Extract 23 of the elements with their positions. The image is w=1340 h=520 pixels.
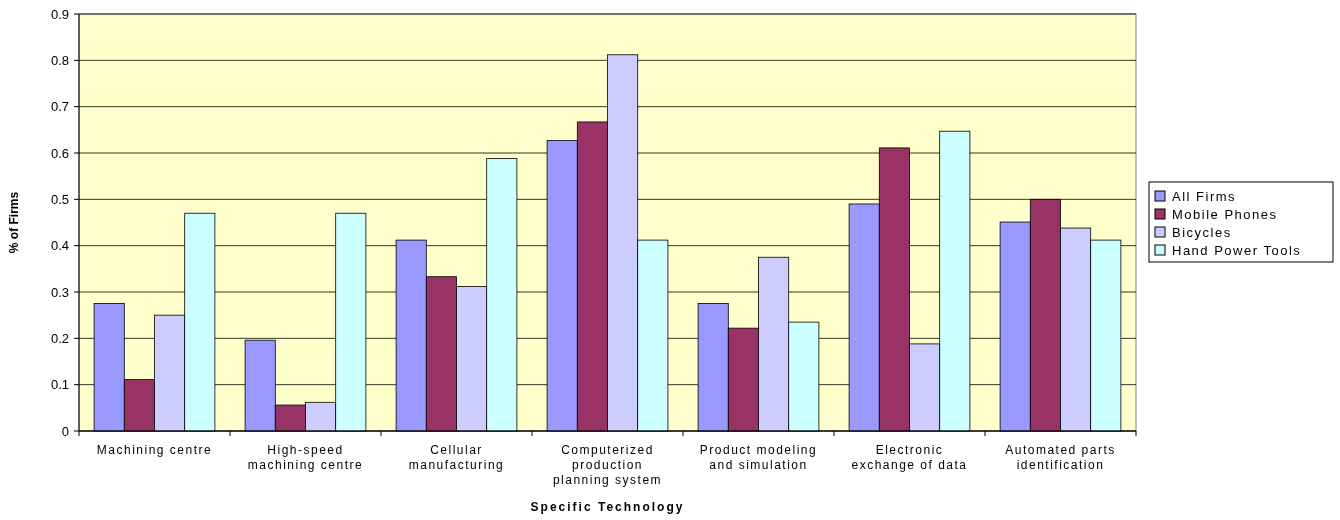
x-tick-label: Computerized production planning system — [552, 443, 663, 487]
y-tick-label: 0.6 — [50, 145, 69, 161]
y-tick-label: 0.9 — [50, 6, 69, 22]
y-tick-label: 0.8 — [50, 52, 69, 68]
y-tick-label: 0.1 — [50, 377, 69, 393]
legend-label: Mobile Phones — [1172, 206, 1278, 222]
legend-label: Hand Power Tools — [1172, 242, 1302, 258]
y-tick-label: 0.7 — [50, 99, 69, 115]
y-tick-label: 0 — [61, 423, 69, 439]
x-axis-title: Specific Technology — [530, 500, 685, 514]
y-tick-label: 0.2 — [50, 330, 69, 346]
legend-label: All Firms — [1172, 188, 1237, 204]
y-tick-label: 0.3 — [50, 284, 69, 300]
x-tick-label: Cellular manufacturing — [408, 443, 505, 472]
x-tick-label: Product modeling and simulation — [699, 443, 818, 472]
y-tick-label: 0.5 — [50, 191, 69, 207]
x-tick-label: Electronic exchange of data — [851, 443, 968, 472]
y-axis-title: % of Firms — [7, 191, 21, 254]
y-tick-label: 0.4 — [50, 238, 69, 254]
x-tick-label: Machining centre — [96, 443, 213, 457]
x-tick-label: Automated parts identification — [1005, 443, 1116, 472]
legend-label: Bicycles — [1172, 224, 1232, 240]
x-tick-label: High-speed machining centre — [247, 443, 364, 472]
